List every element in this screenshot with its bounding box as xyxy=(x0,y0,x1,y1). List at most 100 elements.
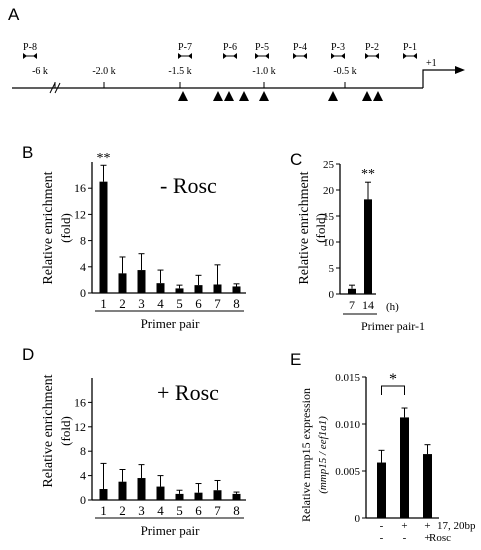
primer-arrow xyxy=(178,53,182,59)
primer-arrow xyxy=(293,53,297,59)
x-tick-label: 2 xyxy=(119,296,126,311)
significance-mark: * xyxy=(389,371,397,388)
x-tick-label: 8 xyxy=(233,296,240,311)
y-tick-label: 15 xyxy=(323,211,335,223)
primer-label: P-1 xyxy=(403,42,417,53)
chart-c: 0 5 10 15 20 25 7 14 (h) Primer pair-1 Relative en… xyxy=(297,159,425,333)
primer-label: P-5 xyxy=(255,42,269,53)
bar xyxy=(156,486,165,500)
position-label: -1.0 k xyxy=(252,66,275,77)
tss-arrowhead xyxy=(455,66,465,74)
y-tick-label: 10 xyxy=(323,237,335,249)
axis-break-mark xyxy=(54,82,61,94)
panel-letter-d: D xyxy=(22,345,35,364)
panel-letter-b: B xyxy=(22,143,34,162)
y-axis-label-line2: (mmp15 / eef1a1) xyxy=(317,416,329,494)
primer-arrow xyxy=(23,53,27,59)
x-tick-label: 4 xyxy=(157,503,164,518)
bar xyxy=(232,493,241,500)
primer-arrow xyxy=(233,53,237,59)
y-tick-label: 12 xyxy=(74,207,86,221)
treatment-sign: - xyxy=(403,532,407,544)
y-tick-label: 0 xyxy=(329,289,335,301)
primer-label: P-8 xyxy=(23,42,37,53)
bar xyxy=(213,284,222,293)
treatment-sign: + xyxy=(424,532,430,544)
y-axis-label-unit: (fold) xyxy=(58,416,73,446)
position-label: -2.0 k xyxy=(92,66,115,77)
treatment-label: 17, 20bp xyxy=(437,520,476,532)
primer-label: P-6 xyxy=(223,42,237,53)
treatment-label: Rosc xyxy=(429,532,451,544)
y-axis-label: Relative mmp15 expression xyxy=(299,388,313,522)
binding-site-triangle xyxy=(328,91,338,101)
x-tick-label: 2 xyxy=(119,503,126,518)
x-tick-label: 4 xyxy=(157,296,164,311)
position-label: -0.5 k xyxy=(333,66,356,77)
y-tick-label: 0.010 xyxy=(335,419,360,431)
y-tick-label: 20 xyxy=(323,185,335,197)
x-tick-label: 14 xyxy=(362,298,374,312)
chart-e: 0 0.005 0.010 0.015 Relative mmp15 expressio… xyxy=(299,371,476,544)
panel-letter-a: A xyxy=(8,5,20,24)
primer-arrow xyxy=(303,53,307,59)
x-axis-label: Primer pair xyxy=(141,316,201,331)
chart-title: + Rosc xyxy=(157,380,219,405)
promoter-diagram: +1 P-8 P-7 P-6 P-5 P-4 P-3 P-2 P-1 -6 k -2.0 k -1.5… xyxy=(12,42,465,101)
bar xyxy=(232,286,241,293)
y-tick-label: 16 xyxy=(74,395,86,409)
bar xyxy=(364,199,372,294)
primer-arrow xyxy=(223,53,227,59)
x-tick-label: 7 xyxy=(214,296,221,311)
tss-arrow xyxy=(422,69,455,88)
significance-mark: ** xyxy=(97,151,111,166)
treatment-sign: - xyxy=(380,520,384,532)
y-tick-label: 16 xyxy=(74,181,86,195)
y-axis-label: Relative enrichment xyxy=(297,171,312,284)
bar xyxy=(400,417,409,518)
x-axis-label: Primer pair xyxy=(141,523,201,538)
y-tick-label: 8 xyxy=(80,444,86,458)
y-tick-label: 0 xyxy=(80,493,86,507)
treatment-sign: + xyxy=(401,520,407,532)
x-tick-label: 5 xyxy=(176,503,183,518)
bar xyxy=(213,490,222,500)
primer-arrow xyxy=(188,53,192,59)
bar xyxy=(348,288,356,294)
x-tick-label: 1 xyxy=(100,296,107,311)
primer-arrow xyxy=(331,53,335,59)
bar xyxy=(137,478,146,500)
y-tick-label: 5 xyxy=(329,263,335,275)
primer-arrow xyxy=(413,53,417,59)
primer-arrow xyxy=(365,53,369,59)
y-axis-label-unit: (fold) xyxy=(58,213,73,243)
x-axis-label: Primer pair-1 xyxy=(361,319,425,333)
x-tick-label: 1 xyxy=(100,503,107,518)
binding-site-triangle xyxy=(178,91,188,101)
binding-site-triangle xyxy=(213,91,223,101)
binding-site-triangle xyxy=(373,91,383,101)
bar xyxy=(175,288,184,293)
significance-mark: ** xyxy=(361,167,375,182)
position-label: -1.5 k xyxy=(168,66,191,77)
treatment-sign: + xyxy=(424,520,430,532)
binding-site-triangle xyxy=(224,91,234,101)
binding-site-triangle xyxy=(259,91,269,101)
bar xyxy=(175,493,184,500)
x-tick-label: 6 xyxy=(195,503,202,518)
x-unit-label: (h) xyxy=(386,301,399,313)
position-label: -6 k xyxy=(32,66,48,77)
x-tick-label: 3 xyxy=(138,296,145,311)
y-axis-label: Relative enrichment xyxy=(41,171,56,284)
panel-letter-e: E xyxy=(290,350,302,369)
bar xyxy=(137,270,146,293)
primer-label: P-4 xyxy=(293,42,307,53)
y-axis-label: Relative enrichment xyxy=(41,374,56,487)
primer-label: P-2 xyxy=(365,42,379,53)
bar xyxy=(99,489,108,500)
bar xyxy=(194,285,203,293)
bar xyxy=(423,454,432,518)
